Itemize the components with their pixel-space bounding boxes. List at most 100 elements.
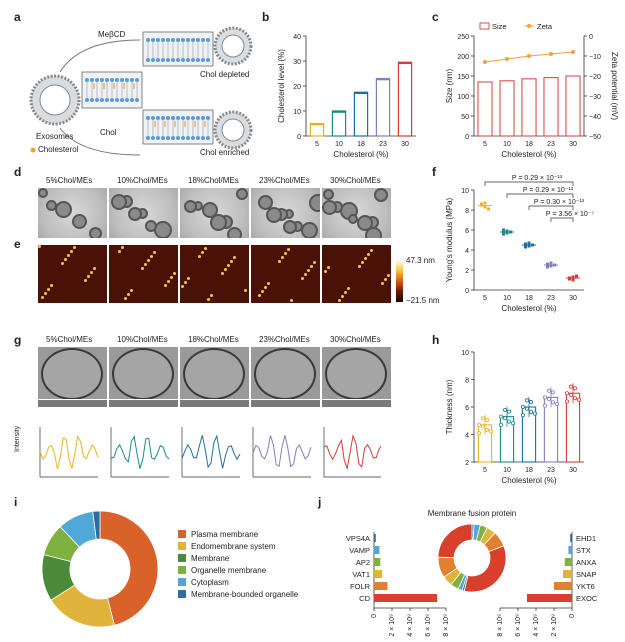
c-size-bar — [521, 78, 537, 137]
h-point — [521, 405, 526, 410]
b-x-label: Cholesterol (%) — [333, 150, 388, 159]
c-y2-tick-label: −10 — [589, 54, 601, 61]
h-point — [477, 431, 482, 436]
lipid-head — [176, 136, 180, 140]
legend-i-swatch — [178, 590, 186, 598]
afm-feature — [184, 281, 187, 284]
arrow-mbcd — [59, 39, 141, 73]
j-right-bar — [568, 546, 572, 554]
afm-feature — [221, 272, 224, 275]
h-y-tick-label: 8 — [465, 378, 469, 385]
h-x-tick-label: 5 — [483, 467, 487, 474]
b-bar — [375, 77, 391, 137]
lipid-head — [181, 38, 185, 42]
lipid-head — [105, 98, 109, 102]
f-point — [487, 207, 490, 211]
lipid-head — [156, 58, 160, 62]
lipid-head — [156, 38, 160, 42]
afm-feature — [227, 264, 230, 267]
h-x-tick-label: 10 — [503, 467, 511, 474]
c-y-tick-label: 50 — [461, 114, 469, 121]
legend-i-swatch — [178, 578, 186, 586]
afm-feature — [73, 246, 76, 249]
lipid-head — [100, 98, 104, 102]
afm-feature — [87, 275, 90, 278]
panel-a-schematic — [29, 26, 253, 156]
vesicle-particle — [111, 194, 127, 210]
h-point — [481, 416, 486, 421]
afm-feature — [181, 285, 184, 288]
lipid-head — [110, 78, 114, 82]
f-point — [524, 242, 527, 246]
c-legend-size-swatch — [479, 22, 490, 30]
chart-h-thickness: 2 4 6 8 10 5 10 18 23 30 Cholesterol (%) Thickness … — [445, 350, 584, 485]
lipid-head — [125, 98, 129, 102]
j-left-x-tick-label: 4 × 10⁹ — [407, 614, 414, 637]
f-point — [524, 245, 527, 249]
b-x-tick-label: 10 — [335, 141, 343, 148]
afm-feature — [118, 250, 121, 253]
j-right-category: YKT6 — [576, 582, 595, 591]
j-left-bar — [374, 558, 381, 566]
j-right-x-tick-label: 8 × 10⁹ — [497, 614, 504, 637]
legend-i-swatch — [178, 542, 186, 550]
afm-feature — [187, 277, 190, 280]
lipid-head — [146, 136, 150, 140]
b-y-tick-label: 10 — [293, 109, 301, 116]
afm-feature — [364, 257, 367, 260]
afm-feature — [198, 255, 201, 258]
j-right-bar — [564, 558, 572, 566]
c-zeta-point — [483, 60, 487, 64]
cryo-image — [180, 347, 249, 407]
legend-i-item: Endomembrane system — [178, 540, 298, 552]
cryo-image — [109, 347, 178, 407]
h-point — [507, 409, 512, 414]
f-significance-bracket — [506, 193, 574, 198]
legend-i-item: Cytoplasm — [178, 576, 298, 588]
lipid-head — [196, 58, 200, 62]
lipid-head — [90, 98, 94, 102]
vesicle-particle — [365, 227, 382, 238]
vesicle-particle — [301, 222, 318, 238]
legend-i-label: Plasma membrane — [191, 529, 259, 539]
lipid-head — [151, 116, 155, 120]
afm-scale-top: 47.3 nm — [406, 256, 435, 265]
c-y2-tick-label: −50 — [589, 134, 601, 141]
vesicle-particle — [283, 220, 297, 234]
h-point — [572, 386, 577, 391]
cryo-label: 5%Chol/MEs — [46, 335, 93, 344]
lipid-head — [156, 136, 160, 140]
h-y-tick-label: 6 — [465, 405, 469, 412]
vesicle-particle — [128, 207, 142, 221]
f-p-value: P = 3.56 × 10⁻⁷ — [546, 211, 595, 218]
lipid-head — [186, 38, 190, 42]
lipid-head — [206, 116, 210, 120]
legend-i-label: Membrane — [191, 553, 230, 563]
lipid-head — [135, 98, 139, 102]
c-y-tick-label: 0 — [465, 134, 469, 141]
lipid-head — [95, 98, 99, 102]
afm-feature — [387, 274, 390, 277]
h-x-tick-label: 23 — [547, 467, 555, 474]
f-significance-bracket — [528, 205, 574, 210]
panel-letter-c: c — [432, 10, 439, 24]
afm-feature — [164, 284, 167, 287]
b-y-label: Cholesterol level (%) — [277, 49, 286, 123]
afm-feature — [64, 258, 67, 261]
afm-feature — [264, 286, 267, 289]
f-point — [546, 265, 549, 269]
vesicle-particle — [184, 200, 197, 213]
lipid-head — [166, 38, 170, 42]
intensity-profile-line — [110, 435, 170, 469]
intensity-label: Intensity — [14, 425, 21, 452]
afm-feature — [47, 288, 50, 291]
f-p-value: P = 0.29 × 10⁻¹³ — [512, 175, 563, 182]
j-left-category: VAT1 — [352, 570, 370, 579]
h-point — [568, 384, 573, 389]
j-right-x-tick-label: 2 × 10⁹ — [551, 614, 558, 637]
afm-feature — [44, 292, 47, 295]
h-point — [525, 398, 530, 403]
h-point — [547, 397, 552, 402]
lipid-head — [196, 116, 200, 120]
lipid-head — [151, 136, 155, 140]
